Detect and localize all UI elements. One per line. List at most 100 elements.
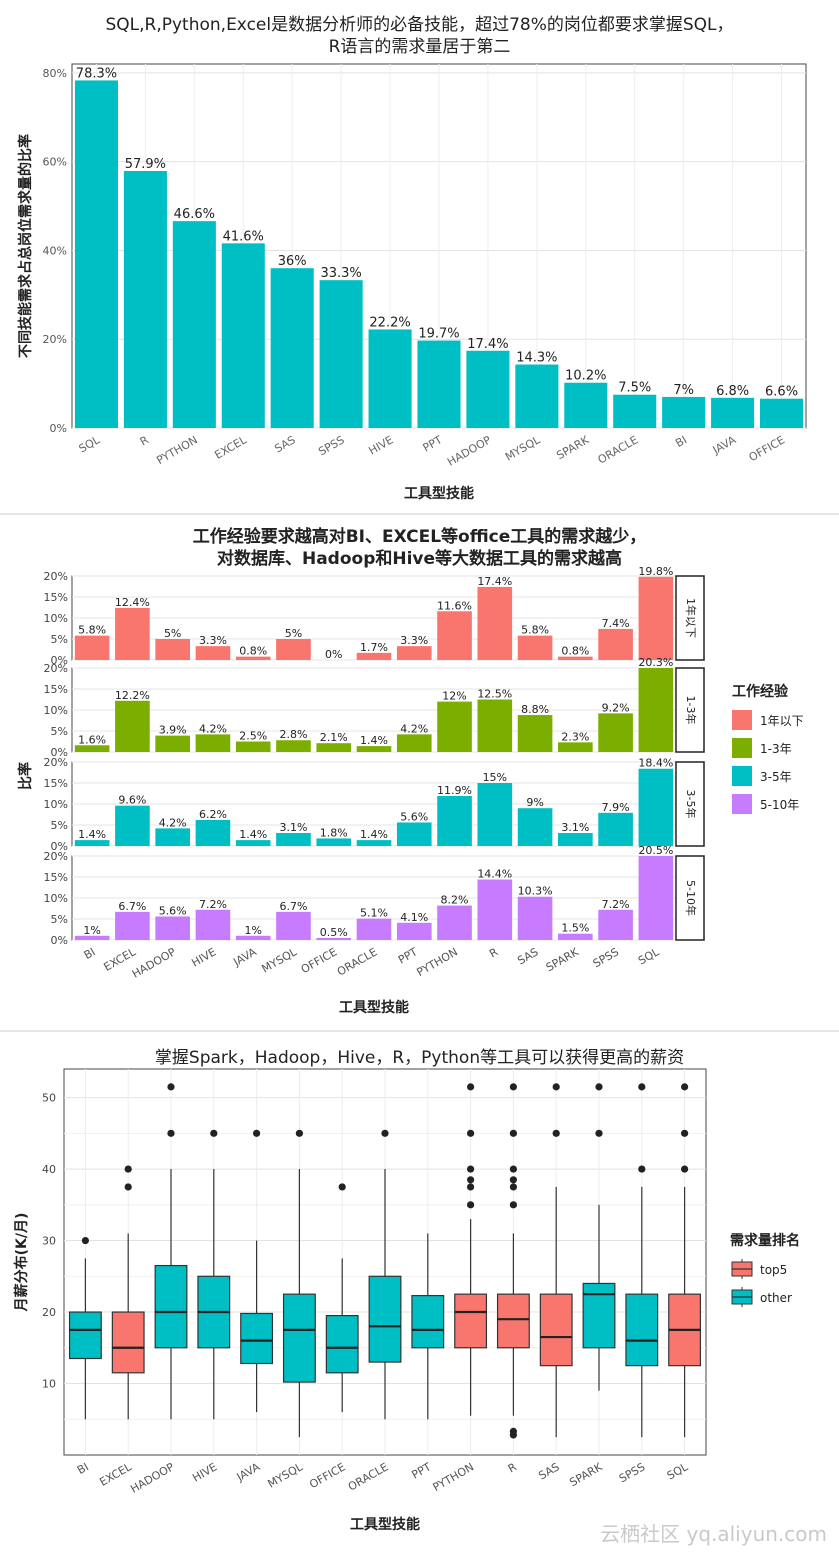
y-tick-label: 80%: [43, 67, 67, 80]
bar: [74, 635, 110, 660]
bar-value-label: 12.4%: [115, 596, 150, 609]
outlier-point: [509, 1176, 517, 1184]
bar: [115, 805, 150, 846]
bar-value-label: 6.7%: [118, 900, 146, 913]
bar: [396, 922, 432, 940]
bar-value-label: 9.6%: [118, 794, 146, 807]
box: [68, 1311, 102, 1360]
y-tick-label: 20%: [43, 333, 67, 346]
y-axis-label: 不同技能需求占总岗位需求量的比率: [17, 134, 34, 358]
bar-value-label: 1.4%: [78, 828, 106, 841]
bar: [155, 735, 190, 752]
bar: [74, 840, 110, 846]
chart2-title: 工作经验要求越高对BI、EXCEL等office工具的需求越少，: [192, 527, 647, 547]
y-tick-label: 15%: [44, 777, 68, 790]
bar-value-label: 11.6%: [437, 599, 472, 612]
x-tick-label: SAS: [272, 433, 297, 455]
legend-swatch: [732, 738, 752, 758]
x-tick-label: HIVE: [367, 433, 396, 457]
legend-swatch: [732, 794, 752, 814]
y-tick-label: 20: [42, 1306, 56, 1319]
bar-value-label: 18.4%: [638, 757, 673, 770]
bar-value-label: 1.8%: [320, 826, 348, 839]
y-tick-label: 15%: [44, 591, 68, 604]
bar-value-label: 10.2%: [565, 369, 606, 384]
x-tick-label: SQL: [77, 433, 103, 456]
x-tick-label: OFFICE: [307, 1460, 347, 1491]
legend-title: 工作经验: [732, 683, 789, 700]
x-tick-label: BI: [82, 945, 98, 962]
x-tick-label: SPARK: [554, 433, 592, 462]
chart3-title: 掌握Spark，Hadoop，Hive，R，Python等工具可以获得更高的薪资: [154, 1048, 685, 1068]
x-tick-label: R: [506, 1460, 519, 1475]
bar: [477, 699, 513, 752]
x-tick-label: HADOOP: [128, 1460, 177, 1496]
bar: [356, 746, 392, 752]
y-tick-label: 5%: [51, 819, 68, 832]
legend-label: 5-10年: [760, 798, 799, 812]
y-tick-label: 50: [42, 1092, 56, 1105]
box: [454, 1293, 488, 1349]
legend-title: 需求量排名: [730, 1232, 800, 1249]
bar-value-label: 19.8%: [638, 565, 673, 578]
outlier-point: [467, 1083, 475, 1091]
x-tick-label: OFFICE: [747, 433, 787, 464]
bar: [558, 832, 593, 846]
bar-value-label: 4.2%: [159, 816, 187, 829]
bar: [638, 576, 674, 660]
bar: [760, 398, 804, 428]
bar: [235, 741, 271, 752]
outlier-point: [124, 1183, 132, 1191]
bar-value-label: 14.4%: [477, 868, 512, 881]
box: [368, 1275, 402, 1363]
box: [111, 1311, 145, 1374]
bar: [270, 268, 314, 428]
bar-value-label: 0%: [325, 648, 342, 661]
y-tick-label: 0%: [50, 422, 67, 435]
bar: [235, 840, 271, 846]
bar-value-label: 19.7%: [418, 327, 459, 342]
x-tick-label: SAS: [515, 945, 540, 967]
bar-value-label: 1.4%: [239, 828, 267, 841]
bar: [598, 628, 633, 660]
box: [496, 1293, 530, 1349]
bar: [517, 715, 553, 752]
bar: [396, 646, 432, 660]
bar-value-label: 4.2%: [199, 722, 227, 735]
y-tick-label: 10: [42, 1378, 56, 1391]
bar: [638, 768, 674, 846]
legend-label: top5: [760, 1263, 787, 1277]
bar-value-label: 17.4%: [477, 575, 512, 588]
bar-value-label: 12.2%: [115, 689, 150, 702]
y-tick-label: 60%: [43, 156, 67, 169]
x-tick-label: HIVE: [190, 1460, 219, 1484]
panel-divider: [0, 513, 839, 515]
legend-label: 3-5年: [760, 770, 792, 784]
bar-value-label: 2.5%: [239, 730, 267, 743]
outlier-point: [681, 1165, 689, 1173]
facet-strip-label: 1年以下: [684, 598, 698, 638]
x-tick-label: JAVA: [234, 1460, 263, 1484]
outlier-point: [295, 1129, 303, 1137]
bar-value-label: 1.5%: [561, 922, 589, 935]
y-tick-label: 10%: [44, 892, 68, 905]
facet-strip: [675, 855, 705, 941]
bar-value-label: 20.3%: [638, 656, 673, 669]
bar: [437, 701, 472, 752]
y-tick-label: 30: [42, 1235, 56, 1248]
bar: [155, 916, 190, 940]
facet-strip-label: 3-5年: [684, 790, 698, 819]
bar-value-label: 1.4%: [360, 734, 388, 747]
bar-value-label: 8.8%: [521, 703, 549, 716]
outlier-point: [467, 1129, 475, 1137]
y-tick-label: 5%: [51, 725, 68, 738]
outlier-point: [210, 1129, 218, 1137]
outlier-point: [595, 1083, 603, 1091]
x-tick-label: SPSS: [316, 433, 346, 458]
x-tick-label: SQL: [636, 945, 662, 968]
bar: [155, 828, 190, 846]
bar: [356, 918, 392, 940]
box: [325, 1315, 359, 1374]
y-tick-label: 20%: [44, 570, 68, 583]
x-tick-label: MYSQL: [260, 945, 300, 976]
